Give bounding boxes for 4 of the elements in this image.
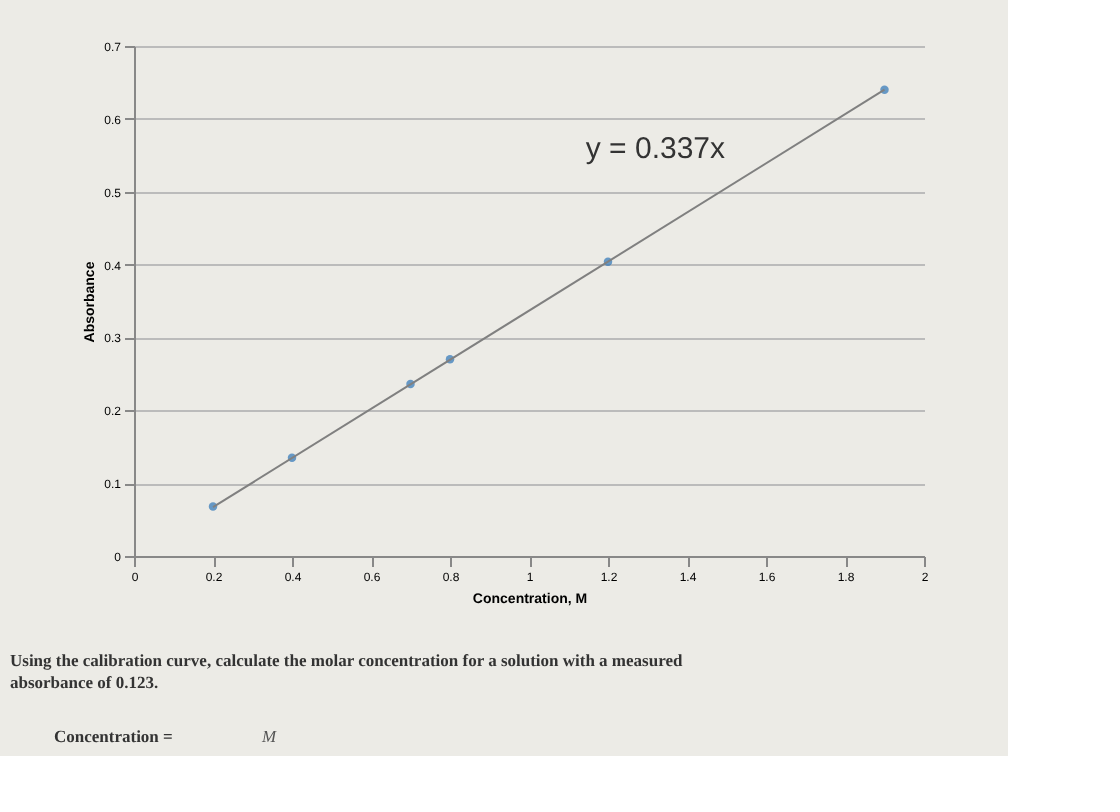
text: Concentration =	[54, 726, 174, 746]
annotation: y = 0.337x	[585, 132, 727, 166]
text: M	[260, 726, 278, 746]
text: Using the calibration curve, calculate the molar concentration for a solution with a measured absorbance of 0.123.	[10, 650, 683, 692]
